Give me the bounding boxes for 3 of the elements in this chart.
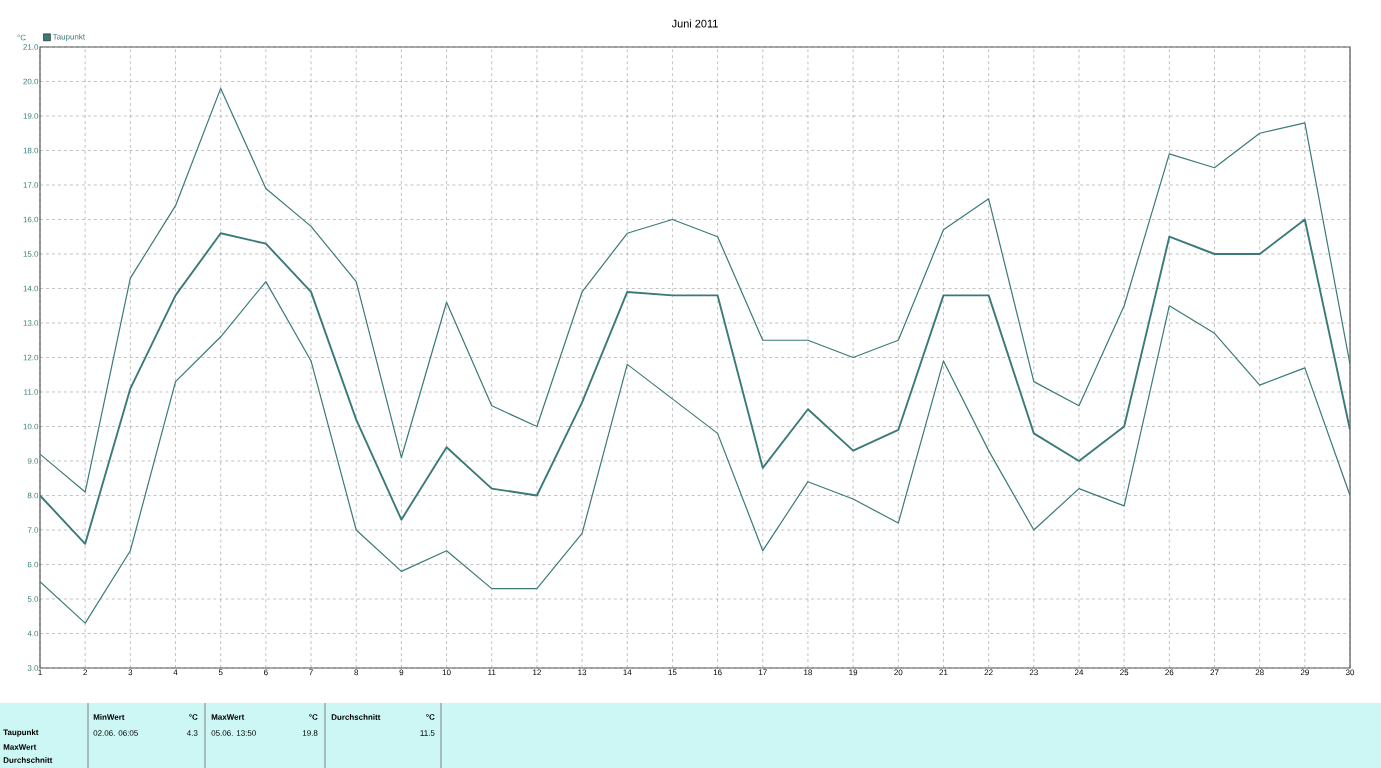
line-series — [40, 218, 1351, 545]
chart-title: Juni 2011 — [671, 19, 718, 28]
line-series — [40, 87, 1351, 493]
